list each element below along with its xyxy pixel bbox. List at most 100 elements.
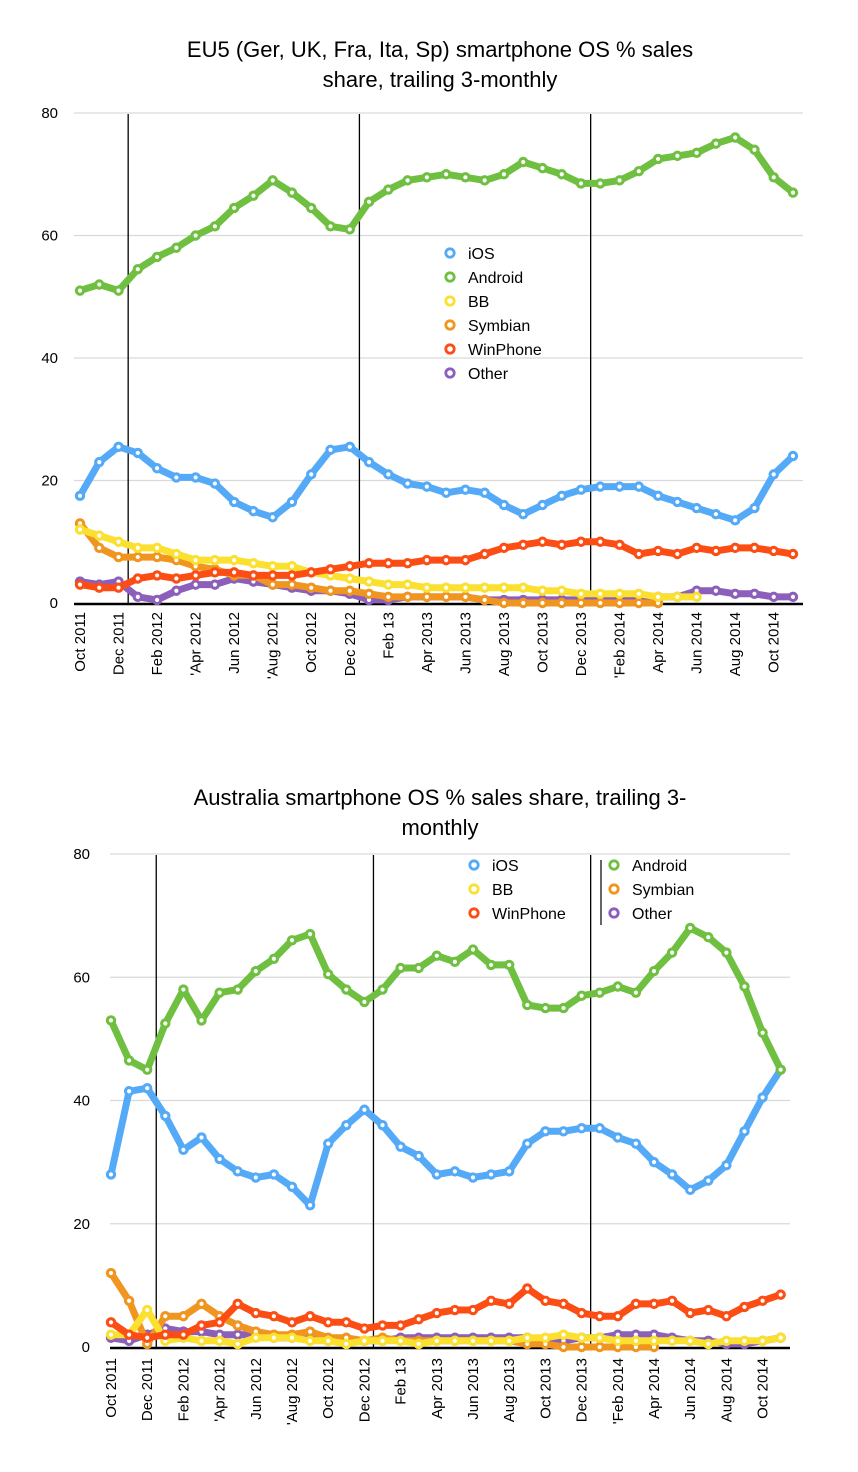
y-tick-label: 20 [41,473,58,490]
data-point-center [521,600,526,606]
data-point-center [174,245,179,250]
data-point-center [636,169,641,174]
data-point-center [416,1153,421,1159]
data-point-center [651,1338,657,1343]
data-point-center [670,1298,675,1303]
data-point-center [521,512,526,517]
x-tick-label: Apr 2013 [419,612,436,673]
data-point-center [521,542,526,547]
data-point-center [328,567,333,572]
data-point-center [713,548,719,554]
data-point-center [752,505,757,511]
data-point-center [347,444,352,449]
data-point-center [489,1172,494,1177]
data-point-center [633,1338,639,1343]
data-point-center [482,597,487,603]
data-point-center [127,1058,132,1063]
data-point-center [543,1005,548,1011]
data-point-center [578,487,584,492]
data-point-center [636,551,641,557]
data-point-center [733,518,738,523]
data-point-center [253,1311,258,1316]
data-point-center [362,1338,367,1343]
data-point-center [501,502,507,508]
data-point-center [561,1338,566,1343]
data-point-center [308,1338,313,1343]
data-point-center [212,582,217,587]
series-line [107,924,785,1074]
chart-title-line: monthly [401,815,478,840]
legend-item-other: Other [608,906,673,923]
series-line [76,134,797,295]
x-tick-label: Dec 2012 [356,1358,373,1422]
data-point-center [308,1203,313,1208]
data-point-center [633,1344,639,1350]
data-point-center [733,545,738,550]
data-point-center [771,594,776,599]
data-point-center [597,990,602,995]
legend-item-android: Android [444,270,523,287]
data-point-center [77,288,83,293]
data-point-center [199,1323,204,1328]
data-point-center [675,153,680,158]
data-point-center [108,1018,114,1023]
data-point-center [289,1335,295,1340]
data-point-center [326,1141,331,1146]
data-point-center [199,1329,204,1334]
data-point-center [270,564,275,569]
data-point-center [163,1332,168,1337]
x-tick-label: Apr 2014 [650,612,667,673]
data-point-center [380,1323,385,1328]
legend: iOS Android BB Symbian WinPhone Other [444,246,542,383]
x-tick-label: 'Aug 2012 [284,1358,301,1425]
data-point-center [444,585,449,590]
data-point-center [578,591,584,596]
x-tick-label: Dec 2013 [573,612,590,676]
data-point-center [694,505,699,511]
data-point-center [615,1338,620,1343]
data-point-center [771,472,776,477]
data-point-center [108,1320,114,1325]
x-tick-label: 'Feb 2014 [610,1358,627,1424]
data-point-center [742,1338,747,1343]
x-tick-label: Aug 2013 [496,612,513,676]
data-point-center [289,573,295,578]
data-point-center [424,594,429,599]
data-point-center [212,558,217,563]
x-tick-label: Dec 2013 [574,1358,591,1422]
data-point-center [507,1301,512,1306]
data-point-center [771,548,776,554]
data-point-center [444,490,449,495]
data-point-center [308,1329,313,1334]
data-point-center [154,466,160,471]
data-point-center [212,570,217,575]
data-point-center [199,1018,204,1023]
chart-title-line: Australia smartphone OS % sales share, t… [194,785,687,810]
data-point-center [463,594,468,599]
data-point-center [271,956,276,961]
series-winphone [74,536,799,593]
data-point-center [154,554,160,560]
data-point-center [489,1338,494,1343]
x-tick-label: Jun 2013 [465,1358,482,1420]
legend-label: Other [632,906,673,923]
data-point-center [540,588,545,593]
data-point-center [424,558,429,563]
x-tick-label: Dec 2012 [342,612,359,676]
data-point-center [145,1067,150,1072]
x-tick-label: Jun 2013 [457,612,474,674]
data-point-center [405,582,410,587]
legend-item-bb: BB [444,294,489,311]
data-point-center [108,1332,114,1337]
data-point-center [235,1169,240,1174]
data-point-center [579,1344,584,1350]
legend-marker-icon [444,367,456,379]
x-tick-label: Dec 2011 [139,1358,156,1421]
data-point-center [790,551,796,557]
data-point-center [617,600,622,606]
data-point-center [386,561,391,566]
data-point-center [656,594,661,599]
data-point-center [289,1184,295,1189]
legend-label: iOS [468,246,495,263]
data-point-center [193,582,198,587]
